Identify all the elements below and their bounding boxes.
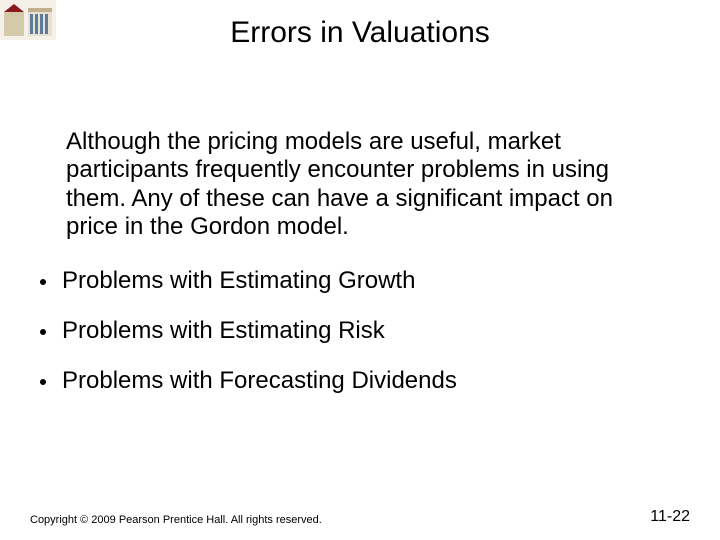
page-number: 11-22: [650, 508, 690, 526]
bullet-text: Problems with Estimating Risk: [62, 317, 385, 345]
copyright-text: Copyright © 2009 Pearson Prentice Hall. …: [30, 514, 322, 526]
publisher-logo-icon: [0, 0, 56, 40]
bullet-list: Problems with Estimating Growth Problems…: [40, 267, 690, 395]
slide-title: Errors in Valuations: [0, 0, 720, 50]
intro-paragraph: Although the pricing models are useful, …: [66, 128, 670, 241]
bullet-text: Problems with Forecasting Dividends: [62, 367, 457, 395]
bullet-icon: [40, 329, 46, 335]
list-item: Problems with Estimating Growth: [40, 267, 690, 295]
list-item: Problems with Forecasting Dividends: [40, 367, 690, 395]
slide-footer: Copyright © 2009 Pearson Prentice Hall. …: [30, 508, 690, 526]
bullet-icon: [40, 379, 46, 385]
bullet-text: Problems with Estimating Growth: [62, 267, 415, 295]
slide-content: Although the pricing models are useful, …: [0, 128, 720, 395]
bullet-icon: [40, 279, 46, 285]
list-item: Problems with Estimating Risk: [40, 317, 690, 345]
